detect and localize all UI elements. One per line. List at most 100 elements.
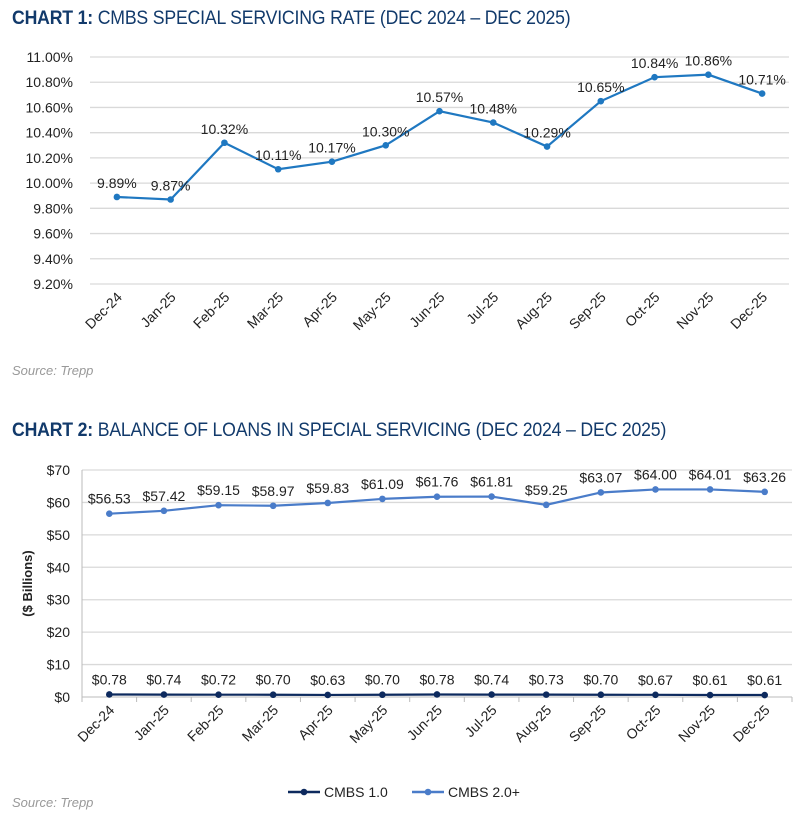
chart2-data-label: $0.70 [583, 672, 618, 688]
chart1-x-tick-label: Dec-24 [82, 289, 125, 332]
chart2-legend-label: CMBS 1.0 [324, 784, 388, 800]
chart1-data-point [167, 196, 174, 203]
chart1-data-label: 10.84% [631, 55, 678, 71]
chart1-data-label: 9.87% [151, 178, 191, 194]
chart2-data-point [542, 691, 550, 698]
chart2-x-tick-label: Dec-24 [74, 702, 117, 745]
chart2-data-point [433, 691, 441, 698]
chart2-data-point [706, 486, 714, 493]
chart1-x-tick-label: Aug-25 [512, 289, 555, 332]
chart1-data-label: 10.65% [577, 79, 624, 95]
chart1-y-tick-label: 10.00% [26, 175, 73, 191]
chart1-y-tick-label: 9.40% [33, 251, 73, 267]
chart1-y-tick-label: 10.40% [26, 125, 73, 141]
chart1-data-label: 10.17% [308, 140, 355, 156]
chart1-data-point [382, 141, 390, 149]
chart1-data-label: 10.29% [523, 125, 570, 141]
chart2-x-tick-label: May-25 [346, 702, 390, 746]
chart1-data-label: 10.86% [685, 53, 732, 69]
chart2-data-point [160, 507, 168, 515]
chart2-data-point [215, 501, 222, 509]
chart2-x-tick-label: Oct-25 [623, 702, 664, 743]
chart1-data-point [221, 139, 228, 147]
chart2-legend-swatch-marker [300, 788, 308, 796]
chart2-data-label: $0.74 [474, 672, 509, 688]
chart2-data-label: $0.70 [365, 672, 400, 688]
chart2-title-text: BALANCE OF LOANS IN SPECIAL SERVICING (D… [97, 420, 667, 441]
chart2-data-label: $0.73 [529, 672, 564, 688]
chart2-data-point [324, 691, 332, 699]
chart2-x-tick-label: Apr-25 [295, 702, 336, 743]
chart1-x-tick-label: Feb-25 [190, 289, 233, 332]
chart2-data-label: $0.78 [92, 671, 127, 687]
chart1-title-text: CMBS SPECIAL SERVICING RATE (DEC 2024 – … [97, 8, 571, 29]
chart1-x-tick-label: Jun-25 [406, 289, 448, 331]
chart2-data-label: $0.61 [693, 672, 728, 688]
chart2-data-point [761, 488, 768, 496]
chart1-x-tick-label: Mar-25 [244, 289, 287, 332]
chart1-x-tick-label: Jan-25 [137, 289, 179, 331]
chart1-data-label: 10.57% [416, 89, 463, 105]
chart1-data-label: 10.32% [201, 121, 248, 137]
chart2-data-point [597, 489, 605, 496]
chart2-legend-label: CMBS 2.0+ [448, 784, 520, 800]
chart1-y-tick-label: 9.60% [33, 226, 73, 242]
chart2-data-label: $0.78 [419, 671, 454, 687]
chart2-y-tick-label: $50 [47, 527, 71, 543]
chart2-y-tick-label: $60 [47, 494, 71, 510]
chart2-title-prefix: CHART 2: [12, 420, 93, 441]
chart2-data-point [106, 691, 113, 698]
chart2-data-label: $0.70 [256, 672, 291, 688]
chart2-data-point [269, 502, 277, 510]
chart2-data-point [706, 691, 714, 699]
chart1-data-point [328, 158, 336, 165]
chart2-data-point [433, 493, 441, 501]
chart2-data-point [324, 499, 332, 507]
chart2-y-tick-label: $20 [47, 624, 71, 640]
chart2-data-point [269, 691, 277, 699]
chart2-data-point [215, 691, 222, 698]
chart2-data-point [652, 486, 659, 493]
chart2-x-tick-label: Mar-25 [239, 702, 282, 745]
chart2-data-label: $63.26 [743, 469, 786, 485]
chart2-data-label: $63.07 [579, 469, 622, 485]
chart1-data-label: 10.30% [362, 123, 409, 139]
chart2-y-tick-label: $70 [47, 462, 71, 478]
chart2-data-point [597, 691, 605, 699]
chart2-x-tick-label: Nov-25 [675, 702, 718, 745]
chart2-y-tick-label: $30 [47, 592, 71, 608]
chart2-data-label: $0.74 [146, 672, 181, 688]
chart2-data-label: $59.25 [525, 482, 568, 498]
chart2-data-point [106, 510, 113, 517]
chart2-y-tick-label: $40 [47, 559, 71, 575]
chart2-data-label: $61.09 [361, 476, 404, 492]
chart2-data-point [542, 501, 550, 509]
chart1-data-label: 10.48% [470, 101, 517, 117]
chart1-y-tick-label: 9.80% [33, 200, 73, 216]
chart1-y-tick-label: 10.60% [26, 99, 73, 115]
chart2-x-tick-label: Jun-25 [404, 702, 446, 744]
chart1-data-point [758, 90, 766, 97]
chart1-data-point [651, 73, 658, 81]
chart2-data-point [652, 691, 659, 699]
chart1-data-point [597, 97, 605, 105]
chart2-data-label: $0.67 [638, 672, 673, 688]
chart2-x-tick-label: Dec-25 [730, 702, 773, 745]
chart1-y-tick-label: 10.80% [26, 74, 73, 90]
chart1-data-label: 9.89% [97, 175, 137, 191]
chart1-x-tick-label: Sep-25 [566, 289, 609, 332]
chart2-data-label: $64.01 [689, 466, 732, 482]
chart2-data-label: $64.00 [634, 466, 677, 482]
chart2-data-point [379, 495, 386, 503]
chart1-data-label: 10.71% [738, 72, 785, 88]
chart2-data-point [488, 493, 495, 500]
chart2-data-label: $0.72 [201, 672, 236, 688]
chart2-data-point [379, 691, 386, 699]
chart2-data-label: $0.63 [310, 672, 345, 688]
chart2-data-point [761, 691, 768, 699]
chart2-x-tick-label: Jan-25 [130, 702, 172, 744]
chart2-y-axis-title: ($ Billions) [20, 550, 35, 616]
chart2-data-label: $59.83 [306, 480, 349, 496]
